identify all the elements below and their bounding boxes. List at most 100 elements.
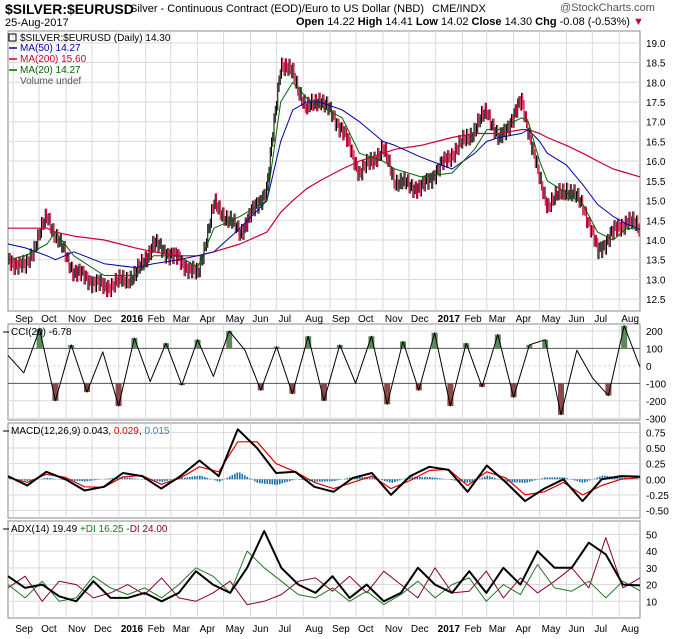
macd-y-tick: -0.50	[646, 507, 669, 518]
down-arrow-icon: ▼	[633, 16, 644, 28]
x-axis-labels-top: Sep Oct Nov Dec 2016 Feb Mar Apr May Jun Jul Aug Sep…	[15, 314, 639, 325]
open-label: Open	[296, 16, 325, 28]
macd-hist-bar	[416, 476, 419, 480]
macd-hist-bar	[126, 477, 129, 480]
macd-hist-bar	[634, 478, 636, 480]
macd-hist-bar	[494, 477, 496, 480]
legend-ma50: MA(50) 14.27	[20, 43, 81, 54]
adx-label: ADX(14) 19.49 +DI 16.25 -DI 24.00	[11, 524, 168, 535]
macd-hist-bar	[471, 479, 474, 482]
macd-hist-bar	[559, 477, 561, 480]
macd-hist-bar	[276, 479, 279, 485]
cci-overbought-fill	[194, 339, 201, 349]
macd-hist-bar	[339, 479, 341, 480]
macd-hist-bar	[469, 479, 471, 483]
macd-hist-bar	[381, 479, 384, 481]
x-label: Jun	[568, 314, 584, 325]
high-label: High	[357, 16, 383, 28]
macd-hist-bar	[346, 478, 349, 480]
x-label: Nov	[68, 314, 86, 325]
macd-hist-bar	[164, 479, 166, 482]
macd-hist-bar	[169, 479, 171, 481]
macd-hist-bar	[586, 479, 589, 482]
macd-hist-bar	[574, 479, 576, 481]
price-y-tick: 13.0	[646, 275, 666, 286]
cci-y-tick: 0	[646, 362, 652, 373]
macd-line	[7, 428, 641, 503]
adx-y-ticks: 50 40 30 20 10	[646, 530, 658, 608]
x-label: Mar	[489, 314, 507, 325]
macd-hist-bar	[189, 476, 191, 480]
x-label: Aug	[305, 624, 323, 635]
macd-hist-bar	[156, 479, 159, 482]
x-label: 2017	[438, 314, 461, 325]
macd-hist-bar	[604, 475, 606, 480]
macd-hist-bar	[266, 479, 269, 484]
macd-hist-bar	[274, 479, 276, 485]
cci-overbought-fill	[36, 329, 43, 349]
price-y-tick: 18.0	[646, 78, 666, 89]
macd-hist-bar	[451, 479, 454, 481]
price-y-tick: 15.0	[646, 197, 666, 208]
macd-hist-bar	[186, 477, 189, 480]
macd-hist-bar	[391, 479, 394, 483]
cci-overbought-fill	[163, 343, 169, 349]
macd-hist-bar	[79, 479, 81, 482]
macd-y-ticks: 0.75 0.50 0.25 0.00 -0.25 -0.50	[646, 428, 669, 517]
x-label: Dec	[411, 314, 429, 325]
macd-hist-bar	[396, 479, 399, 482]
macd-hist-bar	[291, 479, 294, 481]
macd-hist-bar	[426, 476, 429, 480]
cci-y-tick: -100	[646, 379, 666, 390]
macd-hist-bar	[409, 477, 411, 480]
macd-hist-bar	[584, 479, 586, 483]
cci-oversold-fill	[447, 383, 454, 407]
x-label: Dec	[94, 624, 112, 635]
legend-volume: Volume undef	[20, 76, 81, 87]
macd-hist-bar	[616, 476, 619, 480]
macd-y-tick: 0.25	[646, 460, 666, 471]
macd-hist-bar	[529, 479, 531, 482]
x-label: Aug	[305, 314, 323, 325]
x-label: Sep	[332, 314, 350, 325]
macd-hist-bar	[86, 479, 89, 482]
macd-hist-bar	[124, 477, 126, 480]
macd-hist-bar	[244, 475, 246, 480]
macd-hist-bar	[196, 475, 199, 480]
macd-hist-bar	[84, 479, 86, 482]
macd-hist-bar	[459, 479, 461, 482]
cci-overbought-fill	[621, 325, 628, 349]
x-label: Oct	[358, 624, 374, 635]
cci-oversold-fill	[115, 383, 122, 407]
price-y-tick: 14.5	[646, 216, 666, 227]
macd-hist-bar	[221, 479, 224, 481]
quote-line: Open 14.22 High 14.41 Low 14.02 Close 14…	[296, 16, 644, 28]
macd-hist-bar	[424, 476, 426, 480]
macd-hist-bar	[74, 479, 76, 481]
macd-hist-bar	[281, 479, 284, 484]
x-label: Mar	[489, 624, 507, 635]
macd-hist-bar	[229, 476, 231, 480]
macd-hist-bar	[466, 479, 469, 483]
macd-hist-bar	[129, 477, 131, 480]
cci-oversold-fill	[384, 383, 391, 405]
cci-oversold-fill	[415, 383, 422, 391]
macd-hist-bar	[564, 477, 566, 480]
macd-hist-bar	[589, 479, 591, 481]
macd-hist-bar	[549, 477, 551, 480]
macd-hist-bar	[44, 478, 46, 480]
macd-hist-bar	[441, 478, 444, 480]
macd-hist-bar	[439, 478, 441, 480]
x-label: Jul	[594, 624, 607, 635]
macd-hist-bar	[621, 477, 624, 480]
macd-hist-bar	[96, 479, 99, 480]
macd-hist-bar	[334, 479, 336, 482]
x-label: Jun	[252, 624, 268, 635]
macd-hist-bar	[436, 477, 439, 480]
x-label: Aug	[621, 624, 639, 635]
macd-hist-bar	[171, 479, 174, 480]
x-label: Apr	[200, 314, 216, 325]
macd-hist-bar	[261, 479, 264, 484]
low-label: Low	[415, 16, 438, 28]
macd-hist-bar	[191, 476, 194, 480]
